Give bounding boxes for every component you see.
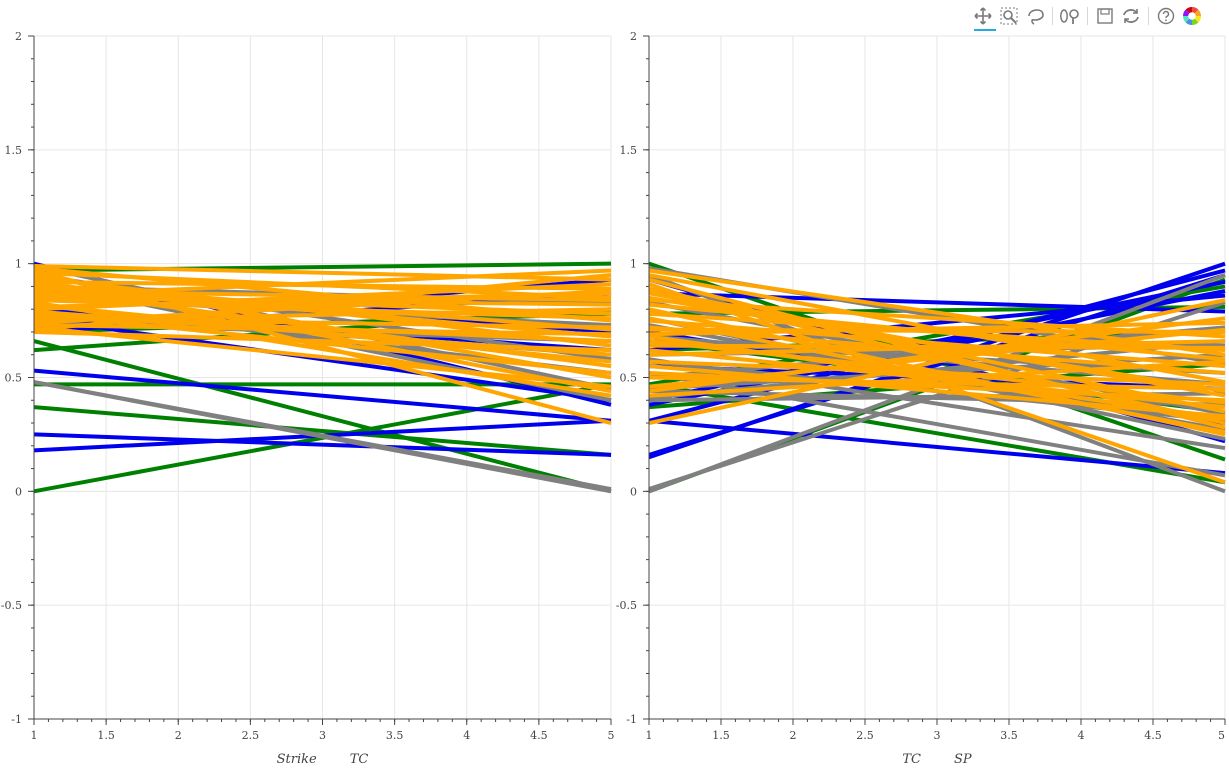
y-tick-label: 1 — [15, 258, 22, 271]
series-line-orange — [648, 339, 1226, 405]
chart-panel-1: 1 1.5 2 2.5 3 3.5 4 4.5 5 -1 -0.5 0 0.5 1 1.5 2 Strike T… — [1, 30, 615, 767]
series-line-orange — [648, 298, 1226, 425]
series-line-orange — [648, 375, 1226, 391]
toolbar-divider — [1052, 7, 1053, 25]
y-tick-label: 0 — [15, 485, 22, 498]
series-line-blue — [33, 368, 612, 423]
series-line-gray — [33, 380, 612, 492]
x-tick-label: 1 — [31, 729, 38, 742]
series-line-orange — [648, 364, 1226, 419]
x-tick-label: 4 — [463, 729, 470, 742]
x-tick-label: 1 — [646, 729, 653, 742]
y-tick-label: 2 — [15, 30, 22, 43]
x-tick-label: 3 — [934, 729, 941, 742]
y-tick-label: 2 — [630, 30, 637, 43]
save-tool-icon[interactable] — [1092, 3, 1118, 29]
lasso-select-tool-icon[interactable] — [1022, 3, 1048, 29]
y-tick-label: -0.5 — [616, 599, 637, 612]
series-line-orange — [648, 311, 1226, 353]
toolbar-divider — [1087, 7, 1088, 25]
x-tick-label: 1.5 — [97, 729, 115, 742]
wheel-zoom-tool-icon[interactable] — [1057, 3, 1083, 29]
y-tick-label: -1 — [626, 713, 637, 726]
y-tick-label: 1.5 — [5, 144, 23, 157]
y-tick-label: 0 — [630, 485, 637, 498]
toolbar — [970, 2, 1205, 31]
series-line-orange — [33, 263, 612, 282]
y-tick-label: 0.5 — [620, 372, 638, 385]
x-tick-label: 5 — [1218, 729, 1225, 742]
x-tick-label: 1.5 — [712, 729, 730, 742]
series-line-orange — [33, 291, 612, 309]
y-tick-label: 1.5 — [620, 144, 638, 157]
series-line-orange — [648, 359, 1226, 398]
x-tick-label: 5 — [608, 729, 615, 742]
bokeh-logo-icon[interactable] — [1179, 3, 1205, 29]
box-zoom-tool-icon[interactable] — [996, 3, 1022, 29]
series-line-orange — [33, 325, 612, 389]
x-tick-label: 4 — [1078, 729, 1085, 742]
x-axis-label: Strike TC — [277, 752, 369, 767]
series-line-orange — [33, 291, 612, 316]
series-line-orange — [648, 273, 1226, 385]
y-tick-label: -0.5 — [1, 599, 22, 612]
series-line-orange — [648, 291, 1226, 398]
x-tick-label: 2 — [175, 729, 182, 742]
x-tick-label: 3.5 — [386, 729, 404, 742]
series-line-orange — [33, 311, 612, 375]
chart-panel-2: 1 1.5 2 2.5 3 3.5 4 4.5 5 -1 -0.5 0 0.5 1 1.5 2 TC SP — [616, 30, 1226, 767]
x-tick-label: 4.5 — [530, 729, 548, 742]
series-line-orange — [33, 273, 612, 380]
help-tool-icon[interactable] — [1153, 3, 1179, 29]
series-line-orange — [648, 327, 1226, 389]
reset-tool-icon[interactable] — [1118, 3, 1144, 29]
series-line-orange — [648, 277, 1226, 430]
series-line-orange — [33, 279, 612, 291]
series-line-blue — [648, 291, 1226, 314]
y-tick-label: 1 — [630, 258, 637, 271]
series-line-blue — [648, 418, 1226, 476]
y-tick-label: -1 — [11, 713, 22, 726]
x-tick-label: 2.5 — [242, 729, 260, 742]
series-line-green — [33, 405, 612, 457]
toolbar-divider — [1148, 7, 1149, 25]
series-line-blue — [33, 316, 612, 403]
x-tick-label: 2 — [790, 729, 797, 742]
y-tick-label: 0.5 — [5, 372, 23, 385]
x-tick-label: 3.5 — [1000, 729, 1018, 742]
pan-tool-icon[interactable] — [970, 3, 996, 31]
series-line-orange — [33, 314, 612, 344]
series-line-green — [33, 339, 612, 494]
x-tick-label: 2.5 — [856, 729, 874, 742]
x-tick-label: 3 — [319, 729, 326, 742]
x-axis-label: TC SP — [902, 752, 972, 767]
x-tick-label: 4.5 — [1144, 729, 1162, 742]
series-line-blue — [33, 432, 612, 457]
